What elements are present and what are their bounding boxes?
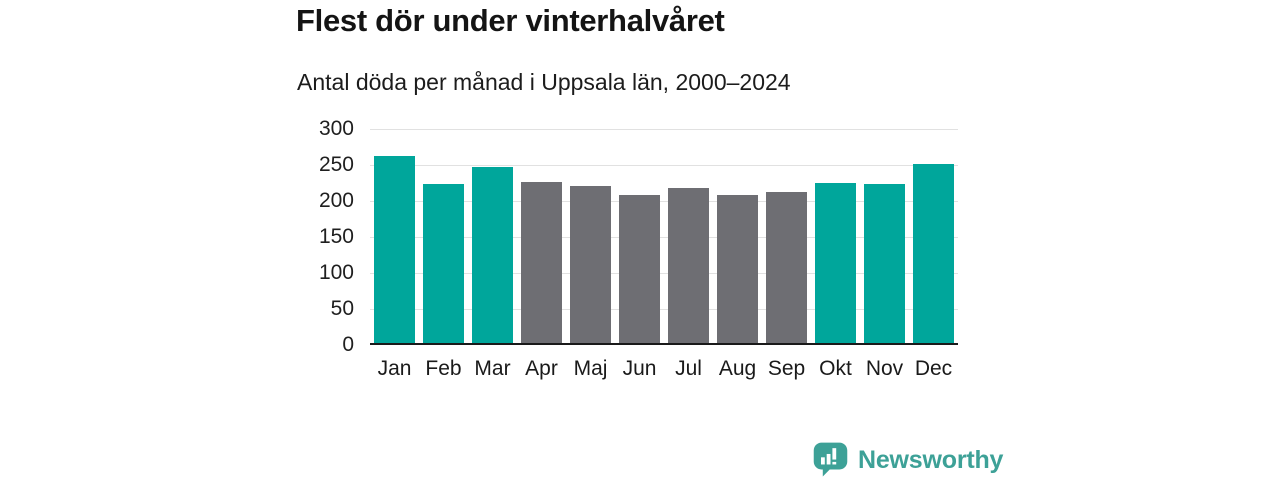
logo-bar-small: [821, 457, 825, 465]
bar-jan: [374, 156, 415, 345]
brand-footer: Newsworthy: [812, 441, 1003, 479]
gridline-200: [370, 201, 958, 202]
y-tick-label-250: 250: [318, 153, 354, 176]
chart-title: Flest dör under vinterhalvåret: [296, 3, 725, 38]
bar-feb: [423, 183, 464, 345]
brand-name: Newsworthy: [858, 445, 1004, 474]
logo-bar-medium: [826, 453, 831, 465]
bar-aug: [717, 194, 758, 345]
bar-slot-jul: [664, 129, 713, 345]
bar-slot-sep: [762, 129, 811, 345]
y-tick-label-100: 100: [318, 261, 354, 284]
logo-bar-exclamation: [832, 448, 837, 460]
y-tick-label-300: 300: [318, 117, 354, 140]
chart-subtitle: Antal döda per månad i Uppsala län, 2000…: [297, 69, 791, 95]
x-tick-label-jan: Jan: [377, 357, 412, 380]
x-tick-label-feb: Feb: [425, 357, 462, 380]
x-tick-label-jun: Jun: [622, 357, 657, 380]
bar-jul: [668, 188, 709, 345]
y-tick-label-50: 50: [330, 297, 354, 320]
x-tick-label-nov: Nov: [865, 357, 904, 380]
gridline-250: [370, 165, 958, 166]
bar-slot-dec: [909, 129, 958, 345]
y-tick-label-150: 150: [318, 225, 354, 248]
x-tick-label-mar: Mar: [474, 357, 511, 380]
bars: [370, 129, 958, 345]
x-tick-label-sep: Sep: [767, 357, 806, 380]
bar-maj: [570, 185, 611, 345]
bar-slot-okt: [811, 129, 860, 345]
bar-apr: [521, 182, 562, 345]
x-tick-label-okt: Okt: [819, 357, 852, 380]
gridline-150: [370, 237, 958, 238]
x-tick-label-maj: Maj: [573, 357, 608, 380]
bar-slot-apr: [517, 129, 566, 345]
bar-slot-jun: [615, 129, 664, 345]
x-axis-line: [370, 343, 958, 345]
gridline-300: [370, 129, 958, 130]
bar-sep: [766, 192, 807, 345]
y-tick-label-0: 0: [342, 333, 354, 356]
plot-area: 0 50 100 150 200 250 300 Jan Feb Mar Apr Maj Jun Jul…: [319, 117, 958, 380]
x-tick-label-apr: Apr: [525, 357, 558, 380]
x-axis: Jan Feb Mar Apr Maj Jun Jul Aug Sep Okt Nov Dec: [370, 357, 958, 381]
bar-jun: [619, 194, 660, 345]
bar-slot-mar: [468, 129, 517, 345]
x-tick-label-dec: Dec: [914, 357, 953, 380]
newsworthy-speech-bubble-bar-chart-icon: [813, 442, 848, 477]
bar-nov: [864, 184, 905, 345]
bar-slot-aug: [713, 129, 762, 345]
x-tick-label-aug: Aug: [718, 357, 757, 380]
bar-slot-maj: [566, 129, 615, 345]
bar-slot-jan: [370, 129, 419, 345]
logo-bar-exclamation-dot: [832, 461, 837, 465]
y-tick-label-200: 200: [318, 189, 354, 212]
bar-slot-nov: [860, 129, 909, 345]
gridline-50: [370, 309, 958, 310]
bar-slot-feb: [419, 129, 468, 345]
bar-mar: [472, 167, 513, 345]
gridline-100: [370, 273, 958, 274]
bar-dec: [913, 163, 954, 345]
x-tick-label-jul: Jul: [675, 357, 702, 380]
bar-okt: [815, 183, 856, 345]
